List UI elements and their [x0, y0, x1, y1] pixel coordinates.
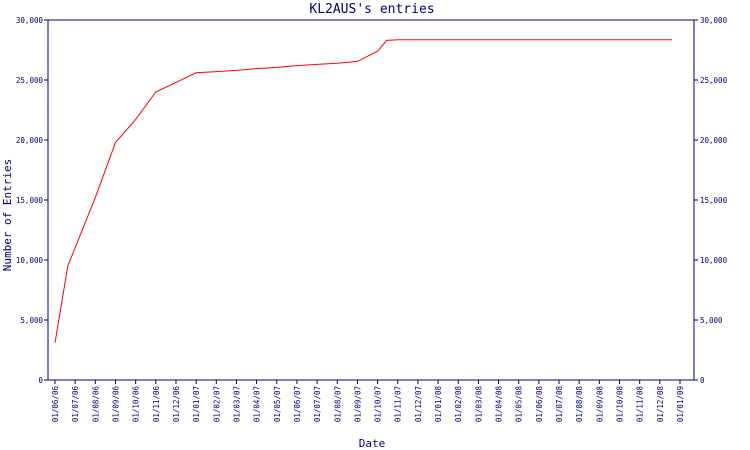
y-tick-label-right: 0	[700, 376, 705, 385]
x-tick-label: 01/01/08	[434, 386, 443, 423]
x-tick-label: 01/05/07	[273, 386, 282, 422]
x-tick-label: 01/12/08	[656, 386, 665, 423]
x-tick-label: 01/03/07	[232, 386, 241, 422]
y-tick-label-left: 25,000	[16, 76, 44, 85]
x-tick-label: 01/07/06	[71, 386, 80, 423]
x-tick-label: 01/06/08	[535, 386, 544, 423]
x-tick-label: 01/07/07	[313, 386, 322, 422]
y-tick-label-left: 5,000	[20, 316, 43, 325]
x-tick-label: 01/09/07	[353, 386, 362, 422]
y-axis-right: 0 5,000 10,000 15,000 20,000 25,000 30,000	[694, 16, 728, 385]
x-tick-label: 01/10/07	[374, 386, 383, 422]
x-tick-label: 01/11/08	[636, 386, 645, 423]
x-tick-label: 01/01/07	[192, 386, 201, 422]
x-tick-label: 01/11/07	[394, 386, 403, 422]
series-layer	[54, 39, 673, 343]
y-tick-label-right: 5,000	[700, 316, 723, 325]
chart-title: KL2AUS's entries	[309, 2, 434, 17]
x-tick-label: 01/02/08	[454, 386, 463, 423]
y-tick-label-right: 30,000	[700, 16, 728, 25]
x-tick-label: 01/07/08	[555, 386, 564, 423]
x-tick-label: 01/08/07	[333, 386, 342, 422]
x-tick-label: 01/12/07	[414, 386, 423, 422]
y-axis-left: 0 5,000 10,000 15,000 20,000 25,000 30,000	[16, 16, 48, 385]
x-axis-label: Date	[359, 437, 386, 450]
x-tick-label: 01/08/08	[575, 386, 584, 423]
x-tick-label: 01/11/06	[152, 386, 161, 423]
series-line	[54, 39, 673, 343]
plot-border	[47, 19, 695, 381]
x-tick-label: 01/08/06	[91, 386, 100, 423]
x-tick-label: 01/04/08	[495, 386, 504, 423]
x-tick-label: 01/05/08	[515, 386, 524, 423]
y-tick-label-left: 15,000	[16, 196, 44, 205]
x-tick-label: 01/10/08	[616, 386, 625, 423]
y-tick-label-right: 10,000	[700, 256, 728, 265]
y-tick-label-left: 20,000	[16, 136, 44, 145]
plot-area-frame	[47, 19, 695, 381]
y-axis-label: Number of Entries	[1, 159, 14, 272]
x-tick-label: 01/06/06	[51, 386, 60, 423]
y-tick-label-left: 10,000	[16, 256, 44, 265]
y-tick-label-right: 15,000	[700, 196, 728, 205]
x-tick-label: 01/09/08	[595, 386, 604, 423]
x-tick-label: 01/06/07	[293, 386, 302, 422]
x-tick-label: 01/03/08	[474, 386, 483, 423]
y-tick-label-right: 25,000	[700, 76, 728, 85]
x-tick-label: 01/09/06	[111, 386, 120, 423]
x-tick-label: 01/02/07	[212, 386, 221, 422]
x-tick-label: 01/04/07	[253, 386, 262, 422]
x-tick-label: 01/12/06	[172, 386, 181, 423]
x-tick-label: 01/01/09	[676, 386, 685, 422]
x-axis: 01/06/06 01/07/06 01/08/06 01/09/06 01/10/06…	[51, 380, 685, 422]
y-tick-label-left: 0	[38, 376, 43, 385]
y-tick-label-right: 20,000	[700, 136, 728, 145]
y-tick-label-left: 30,000	[16, 16, 44, 25]
x-tick-label: 01/10/06	[132, 386, 141, 423]
